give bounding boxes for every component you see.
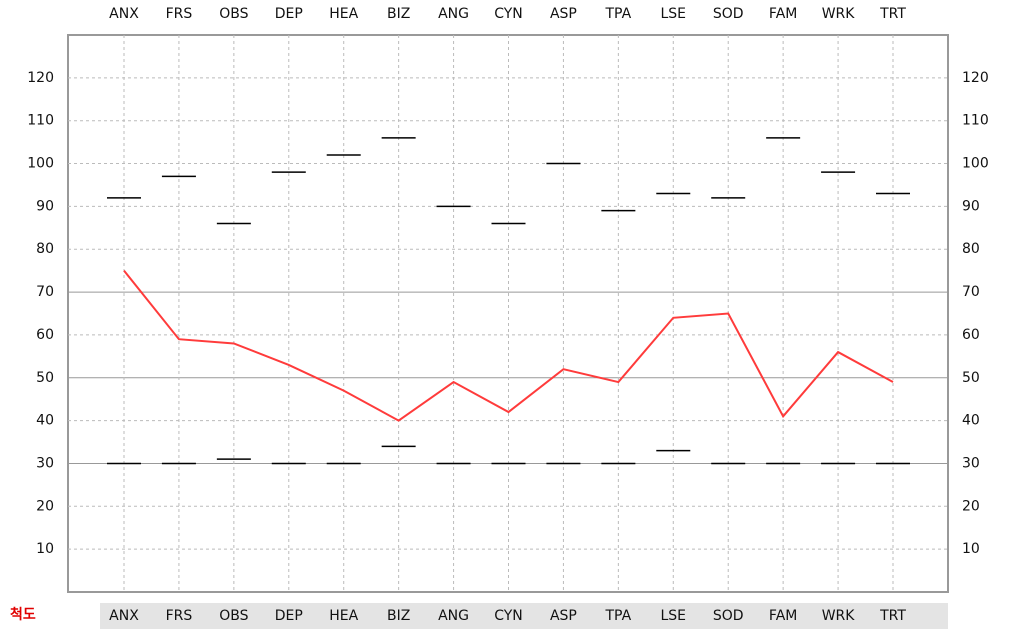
row-label: 척도 [10, 607, 36, 623]
x-tick-label-bottom: ANX [109, 608, 139, 624]
x-tick-label-top: ANG [438, 6, 469, 22]
x-tick-label-top: TRT [879, 6, 906, 22]
y-tick-label: 40 [36, 413, 54, 429]
category-row-bg [100, 603, 948, 629]
x-tick-label-bottom: WRK [822, 608, 856, 624]
y2-tick-label: 90 [962, 198, 980, 214]
x-tick-label-bottom: OBS [219, 608, 248, 624]
y2-tick-label: 70 [962, 284, 980, 300]
x-tick-label-top: ASP [550, 6, 577, 22]
y-tick-label: 30 [36, 455, 54, 471]
x-tick-label-bottom: TPA [605, 608, 632, 624]
y2-tick-label: 80 [962, 241, 980, 257]
x-tick-label-bottom: BIZ [387, 608, 410, 624]
y-tick-label: 70 [36, 284, 54, 300]
y2-tick-label: 10 [962, 541, 980, 557]
y-tick-label: 120 [27, 70, 54, 86]
y-tick-label: 80 [36, 241, 54, 257]
x-tick-label-top: WRK [822, 6, 856, 22]
x-tick-label-bottom: FRS [166, 608, 193, 624]
x-tick-label-top: OBS [219, 6, 248, 22]
x-tick-label-bottom: ASP [550, 608, 577, 624]
y2-tick-label: 110 [962, 113, 989, 129]
y2-tick-label: 120 [962, 70, 989, 86]
y-tick-label: 60 [36, 327, 54, 343]
y-tick-label: 110 [27, 113, 54, 129]
y-tick-label: 10 [36, 541, 54, 557]
x-tick-label-top: BIZ [387, 6, 410, 22]
y2-tick-label: 20 [962, 498, 980, 514]
y2-tick-label: 40 [962, 413, 980, 429]
x-tick-label-bottom: CYN [494, 608, 523, 624]
y-tick-label: 90 [36, 198, 54, 214]
x-tick-label-top: HEA [329, 6, 358, 22]
x-tick-label-top: FRS [166, 6, 193, 22]
x-tick-label-top: DEP [275, 6, 303, 22]
x-tick-label-top: SOD [713, 6, 744, 22]
x-tick-label-bottom: HEA [329, 608, 358, 624]
score-line [123, 270, 894, 422]
y2-tick-label: 100 [962, 156, 989, 172]
x-tick-label-top: CYN [494, 6, 523, 22]
x-tick-label-bottom: ANG [438, 608, 469, 624]
x-tick-label-top: FAM [769, 6, 797, 22]
x-tick-label-top: LSE [661, 6, 687, 22]
x-tick-label-bottom: LSE [661, 608, 687, 624]
x-tick-label-bottom: DEP [275, 608, 303, 624]
y2-tick-label: 60 [962, 327, 980, 343]
y-tick-label: 50 [36, 370, 54, 386]
y-tick-label: 100 [27, 156, 54, 172]
y-tick-label: 20 [36, 498, 54, 514]
x-tick-label-bottom: TRT [879, 608, 906, 624]
x-tick-label-bottom: FAM [769, 608, 797, 624]
x-tick-label-top: ANX [109, 6, 139, 22]
x-tick-label-bottom: SOD [713, 608, 744, 624]
x-tick-label-top: TPA [605, 6, 632, 22]
y2-tick-label: 50 [962, 370, 980, 386]
y2-tick-label: 30 [962, 455, 980, 471]
